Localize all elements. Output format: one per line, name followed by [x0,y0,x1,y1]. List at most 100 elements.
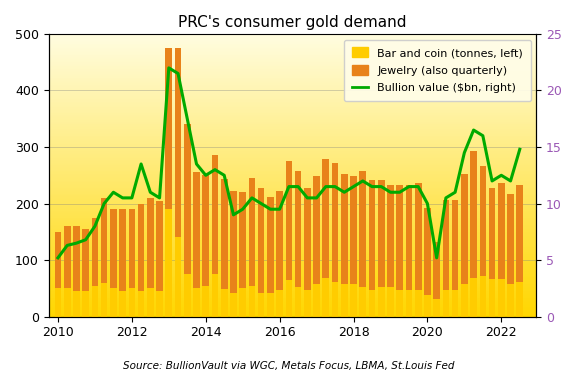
Bar [193,172,200,288]
Bar [258,293,264,317]
Bar [295,171,301,287]
Bar [48,307,537,308]
Bar [48,313,537,314]
Bar [48,45,537,47]
Bar [212,156,218,274]
Bar [387,185,394,287]
Bar [304,290,310,317]
Bar [48,218,537,219]
Bar [48,129,537,130]
Bar [48,198,537,199]
Bar [48,100,537,102]
Bar [48,96,537,98]
Bar [48,178,537,179]
Bar [48,211,537,212]
Bar [48,144,537,145]
Bar [239,288,246,317]
Bar [156,291,163,317]
Bar [424,295,431,317]
Bar [350,176,357,284]
Bar [48,76,537,78]
Bar [193,288,200,317]
Bar [48,310,537,311]
Bar [55,232,61,288]
Bar [48,257,537,259]
Bar [48,202,537,204]
Bar [369,290,375,317]
Bar [396,290,403,317]
Bar [48,223,537,225]
Bar [48,112,537,113]
Bar [323,278,329,317]
Bar [433,298,440,317]
Bar [48,140,537,141]
Bar [286,280,292,317]
Bar [48,267,537,269]
Bar [470,278,477,317]
Bar [48,38,537,40]
Bar [48,73,537,75]
Bar [48,235,537,236]
Bar [424,207,431,295]
Bar [48,120,537,122]
Bar [48,170,537,171]
Bar [48,156,537,157]
Bar [48,171,537,172]
Bar [48,113,537,115]
Bar [48,215,537,216]
Bar [48,300,537,301]
Bar [48,256,537,257]
Bar [48,242,537,243]
Bar [48,141,537,143]
Title: PRC's consumer gold demand: PRC's consumer gold demand [178,15,407,30]
Bar [203,286,209,317]
Bar [332,163,338,282]
Bar [295,287,301,317]
Bullion value ($bn, right) [516,147,523,151]
Bar [119,209,126,291]
Bar [313,176,320,284]
Bar [48,219,537,220]
Bar [48,65,537,66]
Bar [48,117,537,119]
Bar [470,151,477,278]
Bar [230,191,237,293]
Bar [48,115,537,116]
Bar [110,288,117,317]
Bar [48,287,537,288]
Bar [48,104,537,106]
Bar [48,84,537,85]
Bar [48,288,537,290]
Bar [156,201,163,291]
Bar [48,44,537,45]
Bar [48,304,537,305]
Bar [212,274,218,317]
Bar [452,290,459,317]
Bar [48,216,537,218]
Bar [461,173,468,284]
Bar [48,136,537,137]
Bar [406,185,412,290]
Bar [48,301,537,303]
Bar [48,283,537,284]
Bar [48,43,537,44]
Bar [48,208,537,209]
Bar [48,284,537,286]
Bar [48,64,537,65]
Bar [48,82,537,84]
Bar [48,295,537,297]
Legend: Bar and coin (tonnes, left), Jewelry (also quarterly), Bullion value ($bn, right: Bar and coin (tonnes, left), Jewelry (al… [344,40,531,101]
Bar [48,254,537,256]
Bar [48,291,537,292]
Bar [313,284,320,317]
Bar [48,102,537,103]
Bar [166,209,172,317]
Bar [48,281,537,283]
Bar [48,226,537,228]
Bar [48,273,537,274]
Bar [48,41,537,43]
Bar [507,194,514,284]
Bar [48,269,537,270]
Bar [48,298,537,300]
Bar [48,263,537,264]
